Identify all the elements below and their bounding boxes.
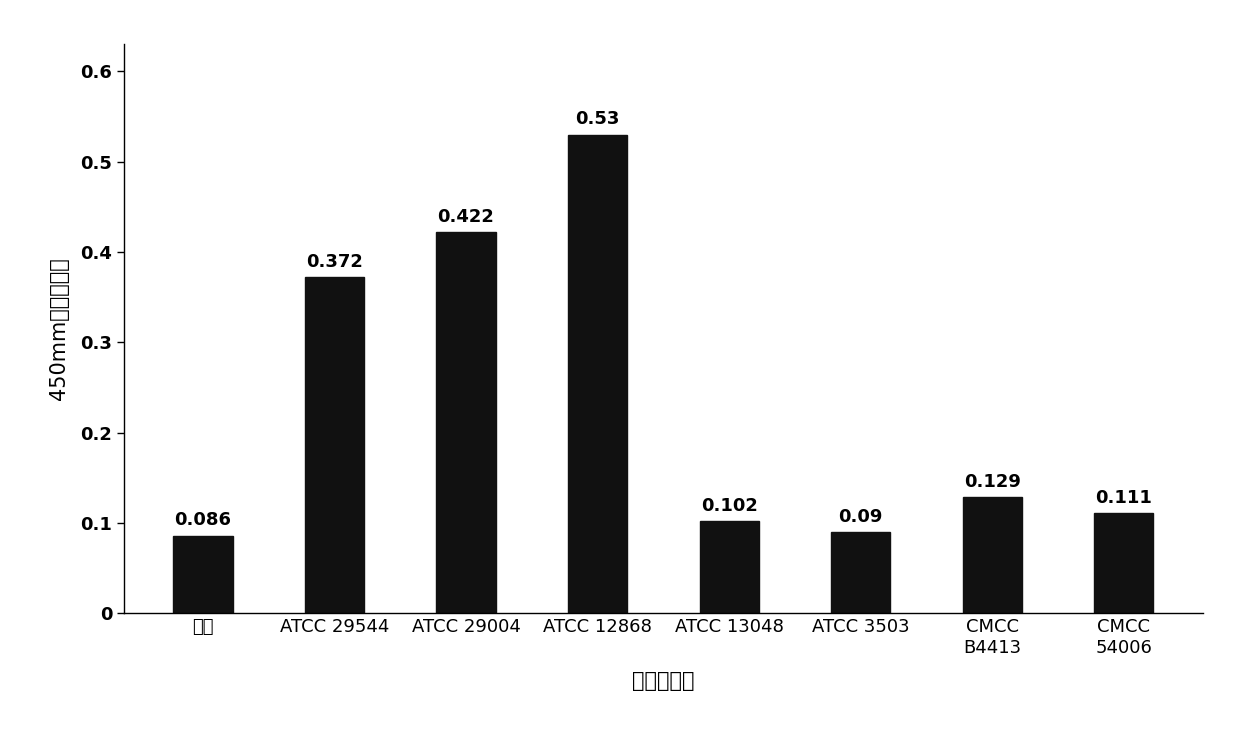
Bar (305, 277, 365, 613)
Bar (436, 232, 496, 613)
Bar (1094, 513, 1153, 613)
Bar (831, 532, 890, 613)
Text: 0.102: 0.102 (701, 497, 758, 515)
Text: 0.086: 0.086 (175, 511, 232, 529)
Text: 0.422: 0.422 (438, 208, 495, 226)
Text: 0.53: 0.53 (575, 110, 620, 129)
Bar (568, 134, 627, 613)
Text: 0.09: 0.09 (838, 508, 883, 525)
Y-axis label: 450mm处的吸光値: 450mm处的吸光値 (50, 257, 69, 401)
Bar (962, 497, 1022, 613)
Text: 0.372: 0.372 (306, 253, 363, 271)
Text: 0.111: 0.111 (1095, 488, 1152, 507)
X-axis label: 测试菌株名: 测试菌株名 (632, 671, 694, 691)
Text: 0.129: 0.129 (963, 472, 1021, 491)
Bar (699, 521, 759, 613)
Bar (174, 536, 233, 613)
